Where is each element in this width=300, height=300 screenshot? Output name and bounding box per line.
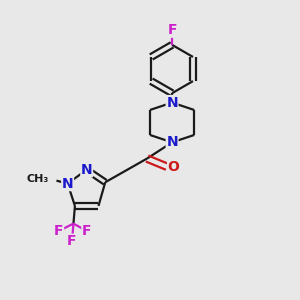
Text: F: F xyxy=(54,224,64,238)
Text: CH₃: CH₃ xyxy=(27,174,49,184)
Text: N: N xyxy=(166,135,178,149)
Text: F: F xyxy=(167,23,177,37)
Text: N: N xyxy=(81,163,92,177)
Text: F: F xyxy=(67,234,77,248)
Text: N: N xyxy=(166,96,178,110)
Text: N: N xyxy=(62,177,74,190)
Text: O: O xyxy=(168,160,179,174)
Text: F: F xyxy=(82,224,92,238)
